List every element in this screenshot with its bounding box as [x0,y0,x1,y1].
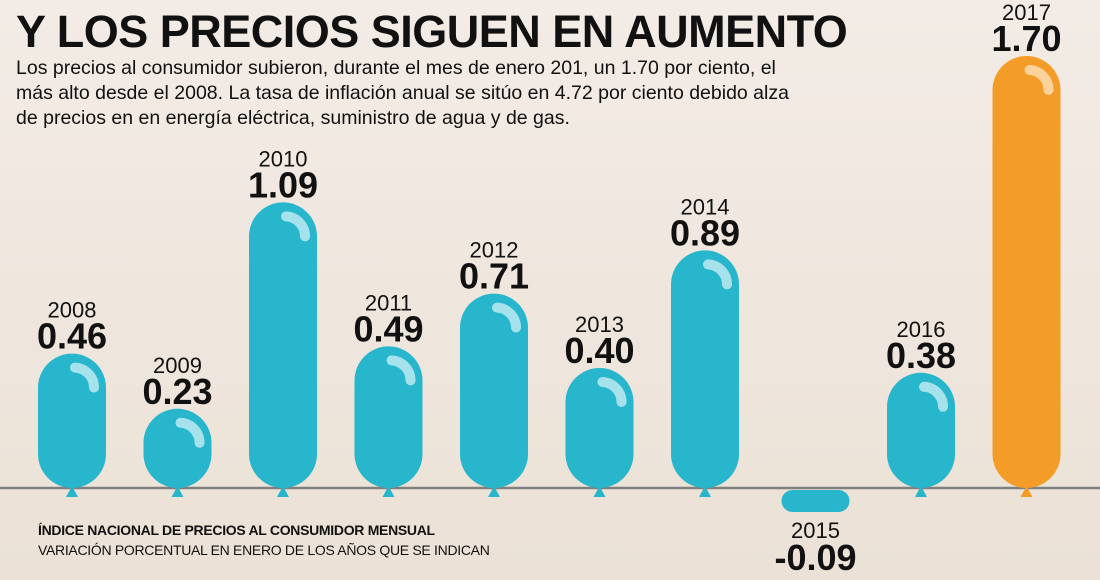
chart-footnote-title: ÍNDICE NACIONAL DE PRECIOS AL CONSUMIDOR… [38,522,435,538]
value-label: 0.46 [37,316,107,357]
balloon-shine [175,417,205,448]
value-label: 0.89 [670,212,740,253]
balloon-shine [70,362,100,393]
balloon-shine [597,377,627,407]
balloon-body [249,202,317,488]
balloon-knot [277,486,289,497]
year-label: 2013 [575,312,624,337]
balloon-knot [382,486,395,497]
year-label: 2008 [48,298,97,323]
value-label: 0.23 [142,371,212,412]
year-label: 2015 [791,518,840,543]
balloon-body [354,346,423,488]
value-label: 0.71 [459,256,529,297]
balloon-shine [1024,65,1054,95]
value-label: 1.70 [991,18,1061,59]
balloon-knot [488,486,500,497]
balloon-knot [593,486,606,497]
balloon-knot [66,486,78,497]
value-label: 0.38 [886,335,956,376]
balloon-knot [699,486,711,497]
page-title: Y LOS PRECIOS SIGUEN EN AUMENTO [16,6,848,57]
year-label: 2012 [470,238,519,263]
balloon-knot [915,486,927,497]
value-label: -0.09 [774,537,856,578]
chart-footnote-subtitle: VARIACIÓN PORCENTUAL EN ENERO DE LOS AÑO… [38,542,490,558]
balloon-shine [919,381,949,412]
balloon-shine [386,355,416,386]
year-label: 2016 [897,317,946,342]
balloon-body [992,56,1061,488]
balloon-body [671,250,739,488]
year-label: 2009 [153,353,202,378]
description: Los precios al consumidor subieron, dura… [16,57,789,129]
year-label: 2017 [1002,0,1051,25]
value-label: 0.40 [564,330,634,371]
balloon-knot [1020,486,1033,497]
balloon-2015: 2015-0.09 [774,490,857,578]
balloon-shine [281,211,311,242]
balloon-body [38,353,106,488]
year-label: 2014 [681,194,730,219]
value-label: 1.09 [248,164,318,205]
balloon-body [781,490,850,512]
balloon-body [460,293,528,488]
value-label: 0.49 [353,308,423,349]
balloon-shine [703,259,733,290]
year-label: 2010 [259,146,308,171]
balloon-shine [492,302,522,333]
year-label: 2011 [365,290,412,315]
balloon-knot [171,486,184,497]
